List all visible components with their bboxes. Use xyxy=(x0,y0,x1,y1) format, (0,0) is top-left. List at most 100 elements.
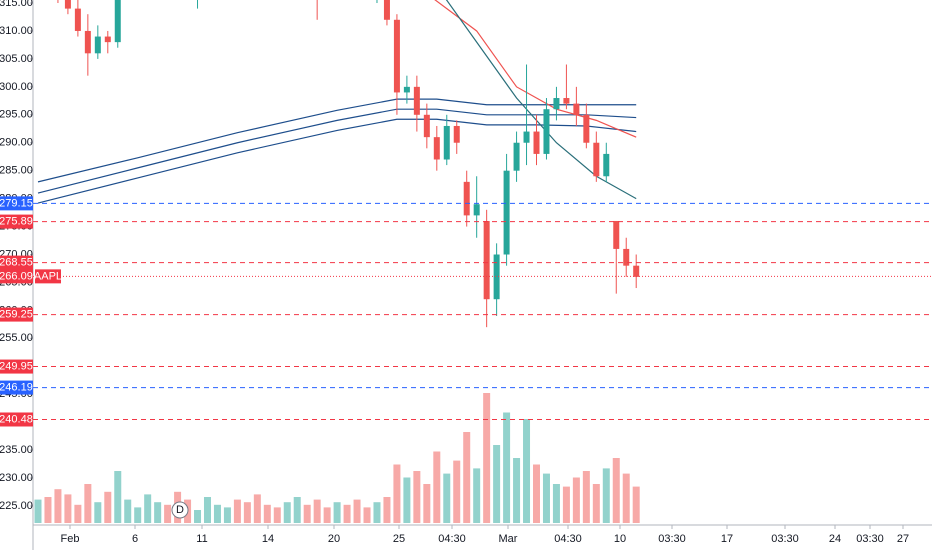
x-tick-label: 11 xyxy=(196,533,207,545)
volume-bar xyxy=(513,458,521,523)
price-label-box xyxy=(0,255,33,270)
candle-body xyxy=(573,103,580,115)
candle-body xyxy=(613,220,620,249)
volume-bar xyxy=(493,445,501,523)
x-tick-label: 04:30 xyxy=(554,533,582,545)
y-tick-label: 285.00 xyxy=(0,165,33,177)
volume-bar xyxy=(283,502,291,523)
volume-bar xyxy=(203,497,211,523)
price-label: 266.09 xyxy=(0,270,33,282)
y-tick-label: 310.00 xyxy=(0,25,33,37)
volume-bar xyxy=(303,504,311,523)
candle-body xyxy=(383,0,390,20)
volume-bar xyxy=(612,458,620,523)
volume-bar xyxy=(572,477,580,523)
candle-body xyxy=(94,36,101,54)
x-tick-label: 03:30 xyxy=(771,533,799,545)
candle-body xyxy=(553,98,560,110)
candle-body xyxy=(84,30,91,54)
x-tick-label: 03:30 xyxy=(856,533,884,545)
event-marker xyxy=(171,501,189,519)
volume-bar xyxy=(533,464,540,523)
volume-bar xyxy=(263,504,271,523)
volume-bar xyxy=(34,499,42,523)
symbol-label: AAPL xyxy=(34,270,62,282)
volume-bar xyxy=(154,502,162,523)
x-tick-label: 14 xyxy=(262,533,274,545)
price-label: 259.25 xyxy=(0,308,33,320)
candle-body xyxy=(523,131,530,143)
x-tick-label: 6 xyxy=(132,533,138,545)
volume-bar xyxy=(542,473,550,523)
y-tick-label: 295.00 xyxy=(0,109,33,121)
candle-body xyxy=(603,153,610,177)
x-tick-label: 24 xyxy=(829,533,841,545)
price-label-box xyxy=(0,214,33,229)
volume-bar xyxy=(463,432,471,523)
volume-bar xyxy=(373,502,381,523)
candle-body xyxy=(483,220,490,300)
price-label: 240.48 xyxy=(0,413,33,425)
volume-bar xyxy=(253,494,261,523)
volume-bar xyxy=(503,412,511,523)
volume-bar xyxy=(44,497,52,523)
volume-bar xyxy=(54,489,62,523)
candle-body xyxy=(513,142,520,171)
y-tick-label: 315.00 xyxy=(0,0,33,9)
volume-bar xyxy=(592,484,600,523)
volume-bar xyxy=(134,507,142,523)
candle-body xyxy=(623,248,630,266)
price-label: 268.55 xyxy=(0,257,33,269)
candle-body xyxy=(443,125,450,160)
volume-bar xyxy=(413,471,421,523)
volume-bar xyxy=(622,473,630,523)
candle-body xyxy=(413,86,420,115)
candle-body xyxy=(64,0,71,9)
x-tick-label: 25 xyxy=(393,533,405,545)
volume-layer xyxy=(34,393,640,523)
candle-body xyxy=(593,142,600,177)
volume-bar xyxy=(582,471,590,523)
volume-bar xyxy=(293,497,301,523)
symbol-box xyxy=(35,269,61,284)
volume-bar xyxy=(313,499,321,523)
volume-bar xyxy=(94,502,102,523)
volume-bar xyxy=(144,494,152,523)
price-label: 275.89 xyxy=(0,215,33,227)
candle-body xyxy=(633,265,640,277)
volume-bar xyxy=(523,419,531,523)
x-tick-label: 27 xyxy=(897,533,909,545)
price-label: 246.19 xyxy=(0,381,33,393)
volume-bar xyxy=(64,494,72,523)
price-label-box xyxy=(0,380,33,395)
x-tick-label: 17 xyxy=(721,533,733,545)
volume-bar xyxy=(353,499,361,523)
volume-bar xyxy=(164,504,172,523)
volume-bar xyxy=(562,486,570,523)
candle-body xyxy=(433,137,440,160)
volume-bar xyxy=(194,510,202,523)
x-tick-label: 04:30 xyxy=(438,533,466,545)
y-tick-label: 305.00 xyxy=(0,53,33,65)
indicator-line xyxy=(434,0,637,138)
x-tick-label: Feb xyxy=(61,533,80,545)
candle-body xyxy=(74,8,81,31)
volume-bar xyxy=(473,468,481,523)
volume-bar xyxy=(383,497,391,523)
price-label: 249.95 xyxy=(0,360,33,372)
candle-body xyxy=(393,19,400,93)
volume-bar xyxy=(443,473,451,523)
volume-bar xyxy=(273,507,281,523)
volume-bar xyxy=(233,499,241,523)
volume-bar xyxy=(343,504,351,523)
candle-body xyxy=(473,204,480,216)
candle-body xyxy=(533,131,540,154)
candle-body xyxy=(423,114,430,138)
price-label-box xyxy=(0,269,33,284)
x-tick-label: 20 xyxy=(328,533,340,545)
volume-bar xyxy=(423,484,431,523)
event-marker-label: D xyxy=(176,504,184,516)
volume-bar xyxy=(333,502,341,523)
